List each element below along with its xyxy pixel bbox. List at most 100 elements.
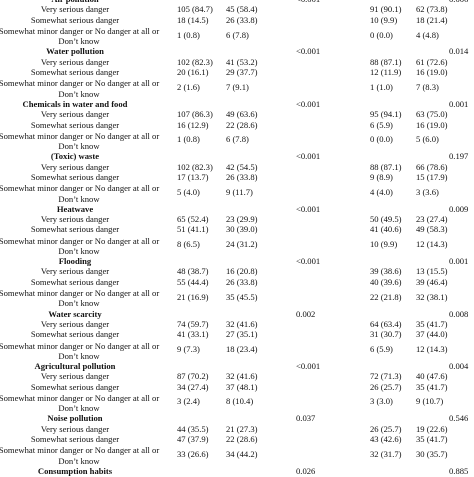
cell-value: 1 (0.8) [177,134,200,145]
cell-value: 10 (9.9) [370,239,398,250]
cell-value: 5 (6.0) [416,134,439,145]
cell-value: 22 (28.6) [226,119,258,130]
section-header-row: Chemicals in water and food <0.001 0.001 [0,100,474,110]
cell-value: 49 (58.3) [416,224,448,235]
cell-value: 40 (39.6) [370,276,402,287]
row-label: Somewhat serious danger [30,171,120,182]
cell-value: 35 (45.5) [226,291,258,302]
cell-value: 0 (0.0) [370,29,393,40]
row-label: Somewhat minor danger or No danger at al… [0,183,160,204]
cell-value: 32 (31.7) [370,448,402,459]
p-value-left: <0.001 [296,98,321,109]
cell-value: 12 (14.3) [416,344,448,355]
cell-value: 32 (38.1) [416,291,448,302]
row-label: Somewhat minor danger or No danger at al… [0,445,160,466]
cell-value: 32 (41.6) [226,318,258,329]
cell-value: 23 (27.4) [416,214,448,225]
cell-value: 66 (78.6) [416,161,448,172]
row-label: Somewhat minor danger or No danger at al… [0,392,160,414]
row-label: Somewhat serious danger [30,14,120,25]
section-title: Water scarcity [48,308,102,319]
p-value-right: 0.197 [449,151,469,162]
cell-value: 6 (7.8) [226,134,249,145]
table-row: Very serious danger 87 (70.2) 32 (41.6) 72 … [0,372,474,382]
table-row: Very serious danger 107 (86.3) 49 (63.6) 95… [0,110,474,120]
section-title: Heatwave [56,203,94,214]
p-value-left: <0.001 [296,256,321,267]
row-label: Very serious danger [40,56,110,67]
cell-value: 2 (1.6) [177,81,200,92]
table-row: Somewhat serious danger 34 (27.4) 37 (48.1… [0,383,474,393]
cell-value: 61 (72.6) [416,56,448,67]
cell-value: 12 (14.3) [416,239,448,250]
section-header-row: Agricultural pollution <0.001 0.004 [0,362,474,372]
cell-value: 40 (47.6) [416,371,448,382]
cell-value: 26 (33.8) [226,14,258,25]
table-row: Somewhat minor danger or No danger at al… [0,183,474,204]
cell-value: 35 (41.7) [416,434,448,445]
cell-value: 8 (6.5) [177,239,200,250]
row-label: Somewhat minor danger or No danger at al… [0,26,160,47]
cell-value: 55 (44.4) [177,276,209,287]
table-row: Very serious danger 48 (38.7) 16 (20.8) 39 … [0,267,474,277]
p-value-right: 0.006 [449,0,468,4]
table-row: Very serious danger 102 (82.3) 42 (54.5) 88… [0,163,474,173]
cell-value: 3 (3.0) [370,396,393,407]
p-value-right: 0.885 [449,465,469,476]
section-title: Flooding [58,256,92,267]
p-value-right: 0.009 [449,203,469,214]
section-title: Air pollution [0,0,150,4]
table-row: Somewhat minor danger or No danger at al… [0,288,474,309]
cell-value: 30 (39.0) [226,224,258,235]
row-label: Very serious danger [40,4,110,15]
cell-value: 37 (48.1) [226,381,258,392]
cell-value: 47 (37.9) [177,434,209,445]
cell-value: 1 (0.8) [177,29,200,40]
cell-value: 50 (49.5) [370,214,402,225]
cell-value: 41 (33.1) [177,329,209,340]
table-row: Somewhat serious danger 20 (16.1) 29 (37.7… [0,68,474,78]
cell-value: 1 (1.0) [370,81,393,92]
cell-value: 26 (33.8) [226,171,258,182]
cell-value: 0 (0.0) [370,134,393,145]
cell-value: 9 (10.7) [416,396,444,407]
cell-value: 18 (23.4) [226,344,258,355]
p-value-right: 0.546 [449,413,469,424]
cell-value: 8 (10.4) [226,396,254,407]
p-value-right: 0.008 [449,308,469,319]
row-label: Somewhat serious danger [30,434,120,445]
table-row: Very serious danger 65 (52.4) 23 (29.9) 50 … [0,215,474,225]
section-title: Consumption habits [37,465,113,476]
row-label: Very serious danger [40,371,110,382]
p-value-left: <0.001 [296,151,321,162]
row-label: Somewhat minor danger or No danger at al… [0,130,160,152]
section-header-row: Water scarcity 0.002 0.008 [0,308,474,320]
cell-value: 102 (82.3) [177,161,213,172]
table-row: Somewhat serious danger 18 (14.5) 26 (33.8… [0,16,474,26]
cell-value: 6 (7.8) [226,29,249,40]
cell-value: 4 (4.8) [416,29,439,40]
p-value-right: 0.001 [449,256,469,267]
cell-value: 4 (4.0) [370,186,393,197]
cell-value: 102 (82.3) [177,56,213,67]
cell-value: 42 (54.5) [226,161,258,172]
table-row: Very serious danger 105 (84.7) 45 (58.4) 91… [0,5,474,15]
cell-value: 7 (8.3) [416,81,439,92]
cell-value: 74 (59.7) [177,318,209,329]
p-value-right: 0.004 [449,360,469,371]
table-row: Somewhat serious danger 51 (41.1) 30 (39.0… [0,225,474,235]
section-header-row: Noise pollution 0.037 0.546 [0,414,474,424]
cell-value: 17 (13.7) [177,171,209,182]
cell-value: 48 (38.7) [177,266,209,277]
cell-value: 64 (63.4) [370,318,402,329]
section-title: Chemicals in water and food [22,98,128,109]
cell-value: 88 (87.1) [370,161,402,172]
p-value-left: 0.037 [296,413,316,424]
section-header-row: Flooding <0.001 0.001 [0,257,474,267]
table-row: Very serious danger 102 (82.3) 41 (53.2) 88… [0,58,474,68]
cell-value: 41 (40.6) [370,224,402,235]
p-value-left: 0.002 [296,308,316,319]
cell-value: 6 (5.9) [370,119,393,130]
table-row: Very serious danger 44 (35.5) 21 (27.3) 26 … [0,425,474,435]
cell-value: 87 (70.2) [177,371,209,382]
